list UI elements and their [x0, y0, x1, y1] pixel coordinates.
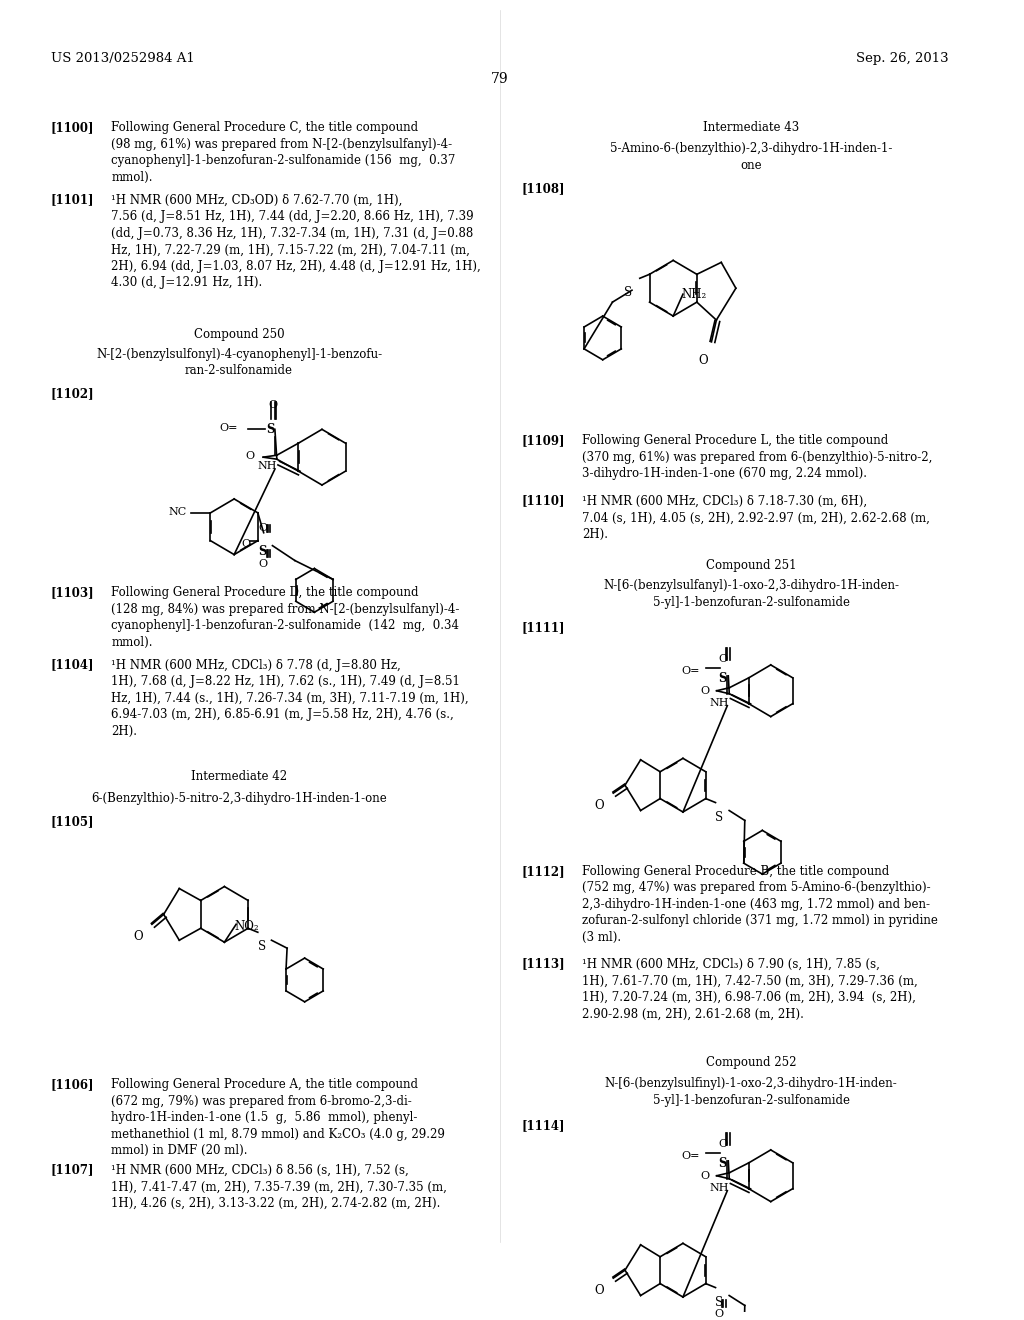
Text: Compound 250: Compound 250	[194, 327, 285, 341]
Text: O: O	[719, 653, 728, 664]
Text: O: O	[268, 400, 278, 409]
Text: [1100]: [1100]	[51, 121, 94, 135]
Text: US 2013/0252984 A1: US 2013/0252984 A1	[51, 51, 195, 65]
Text: ¹H NMR (600 MHz, CDCl₃) δ 7.18-7.30 (m, 6H),
7.04 (s, 1H), 4.05 (s, 2H), 2.92-2.: ¹H NMR (600 MHz, CDCl₃) δ 7.18-7.30 (m, …	[583, 495, 931, 541]
Text: O=: O=	[682, 665, 700, 676]
Text: Following General Procedure A, the title compound
(672 mg, 79%) was prepared fro: Following General Procedure A, the title…	[112, 1078, 445, 1158]
Text: [1108]: [1108]	[522, 182, 565, 195]
Text: [1112]: [1112]	[522, 865, 565, 878]
Text: N-[2-(benzylsulfonyl)-4-cyanophenyl]-1-benzofu-
ran-2-sulfonamide: N-[2-(benzylsulfonyl)-4-cyanophenyl]-1-b…	[96, 348, 382, 378]
Text: Following General Procedure C, the title compound
(98 mg, 61%) was prepared from: Following General Procedure C, the title…	[112, 121, 456, 183]
Text: [1110]: [1110]	[522, 494, 565, 507]
Text: S: S	[716, 1295, 724, 1308]
Text: [1113]: [1113]	[522, 957, 565, 970]
Text: ¹H NMR (600 MHz, CD₃OD) δ 7.62-7.70 (m, 1H),
7.56 (d, J=8.51 Hz, 1H), 7.44 (dd, : ¹H NMR (600 MHz, CD₃OD) δ 7.62-7.70 (m, …	[112, 194, 481, 289]
Text: S: S	[718, 672, 727, 685]
Text: O: O	[700, 1171, 710, 1181]
Text: O: O	[245, 451, 254, 461]
Text: NO₂: NO₂	[234, 920, 259, 933]
Text: 79: 79	[490, 71, 508, 86]
Text: ¹H NMR (600 MHz, CDCl₃) δ 7.90 (s, 1H), 7.85 (s,
1H), 7.61-7.70 (m, 1H), 7.42-7.: ¹H NMR (600 MHz, CDCl₃) δ 7.90 (s, 1H), …	[583, 958, 919, 1020]
Text: O: O	[258, 523, 267, 533]
Text: Intermediate 43: Intermediate 43	[703, 121, 800, 135]
Text: S: S	[716, 810, 724, 824]
Text: ¹H NMR (600 MHz, CDCl₃) δ 7.78 (d, J=8.80 Hz,
1H), 7.68 (d, J=8.22 Hz, 1H), 7.62: ¹H NMR (600 MHz, CDCl₃) δ 7.78 (d, J=8.8…	[112, 659, 469, 738]
Text: [1111]: [1111]	[522, 622, 565, 634]
Text: NC: NC	[169, 507, 187, 517]
Text: S: S	[718, 1156, 727, 1170]
Text: 5-Amino-6-(benzylthio)-2,3-dihydro-1H-inden-1-
one: 5-Amino-6-(benzylthio)-2,3-dihydro-1H-in…	[610, 143, 893, 172]
Text: Sep. 26, 2013: Sep. 26, 2013	[856, 51, 948, 65]
Text: ¹H NMR (600 MHz, CDCl₃) δ 8.56 (s, 1H), 7.52 (s,
1H), 7.41-7.47 (m, 2H), 7.35-7.: ¹H NMR (600 MHz, CDCl₃) δ 8.56 (s, 1H), …	[112, 1164, 447, 1210]
Text: O: O	[595, 799, 604, 812]
Text: N-[6-(benzylsulfinyl)-1-oxo-2,3-dihydro-1H-inden-
5-yl]-1-benzofuran-2-sulfonami: N-[6-(benzylsulfinyl)-1-oxo-2,3-dihydro-…	[605, 1077, 898, 1107]
Text: S: S	[266, 424, 274, 437]
Text: 6-(Benzylthio)-5-nitro-2,3-dihydro-1H-inden-1-one: 6-(Benzylthio)-5-nitro-2,3-dihydro-1H-in…	[91, 792, 387, 805]
Text: O: O	[698, 354, 709, 367]
Text: [1101]: [1101]	[51, 193, 94, 206]
Text: Following General Procedure B, the title compound
(752 mg, 47%) was prepared fro: Following General Procedure B, the title…	[583, 865, 938, 944]
Text: NH: NH	[710, 1183, 729, 1193]
Text: [1109]: [1109]	[522, 434, 565, 447]
Text: Compound 251: Compound 251	[706, 558, 797, 572]
Text: O=: O=	[682, 1151, 700, 1160]
Text: O: O	[715, 1309, 724, 1320]
Text: O=: O=	[219, 424, 238, 433]
Text: Compound 252: Compound 252	[706, 1056, 797, 1069]
Text: [1105]: [1105]	[51, 814, 94, 828]
Text: O: O	[700, 686, 710, 696]
Text: O: O	[258, 558, 267, 569]
Text: Following General Procedure L, the title compound
(370 mg, 61%) was prepared fro: Following General Procedure L, the title…	[583, 434, 933, 480]
Text: Following General Procedure D, the title compound
(128 mg, 84%) was prepared fro: Following General Procedure D, the title…	[112, 586, 460, 649]
Text: Intermediate 42: Intermediate 42	[190, 771, 287, 783]
Text: NH: NH	[710, 698, 729, 708]
Text: NH: NH	[257, 461, 276, 471]
Text: O: O	[595, 1284, 604, 1298]
Text: S: S	[258, 940, 266, 953]
Text: [1107]: [1107]	[51, 1163, 94, 1176]
Text: [1103]: [1103]	[51, 586, 94, 599]
Text: N-[6-(benzylsulfanyl)-1-oxo-2,3-dihydro-1H-inden-
5-yl]-1-benzofuran-2-sulfonami: N-[6-(benzylsulfanyl)-1-oxo-2,3-dihydro-…	[603, 579, 899, 609]
Text: S: S	[624, 286, 632, 300]
Text: [1104]: [1104]	[51, 657, 94, 671]
Text: O: O	[242, 539, 251, 549]
Text: NH₂: NH₂	[681, 288, 707, 301]
Text: O: O	[133, 931, 143, 944]
Text: [1102]: [1102]	[51, 388, 94, 400]
Text: S: S	[258, 545, 267, 557]
Text: O: O	[719, 1139, 728, 1148]
Text: [1114]: [1114]	[522, 1119, 565, 1133]
Text: [1106]: [1106]	[51, 1078, 94, 1092]
